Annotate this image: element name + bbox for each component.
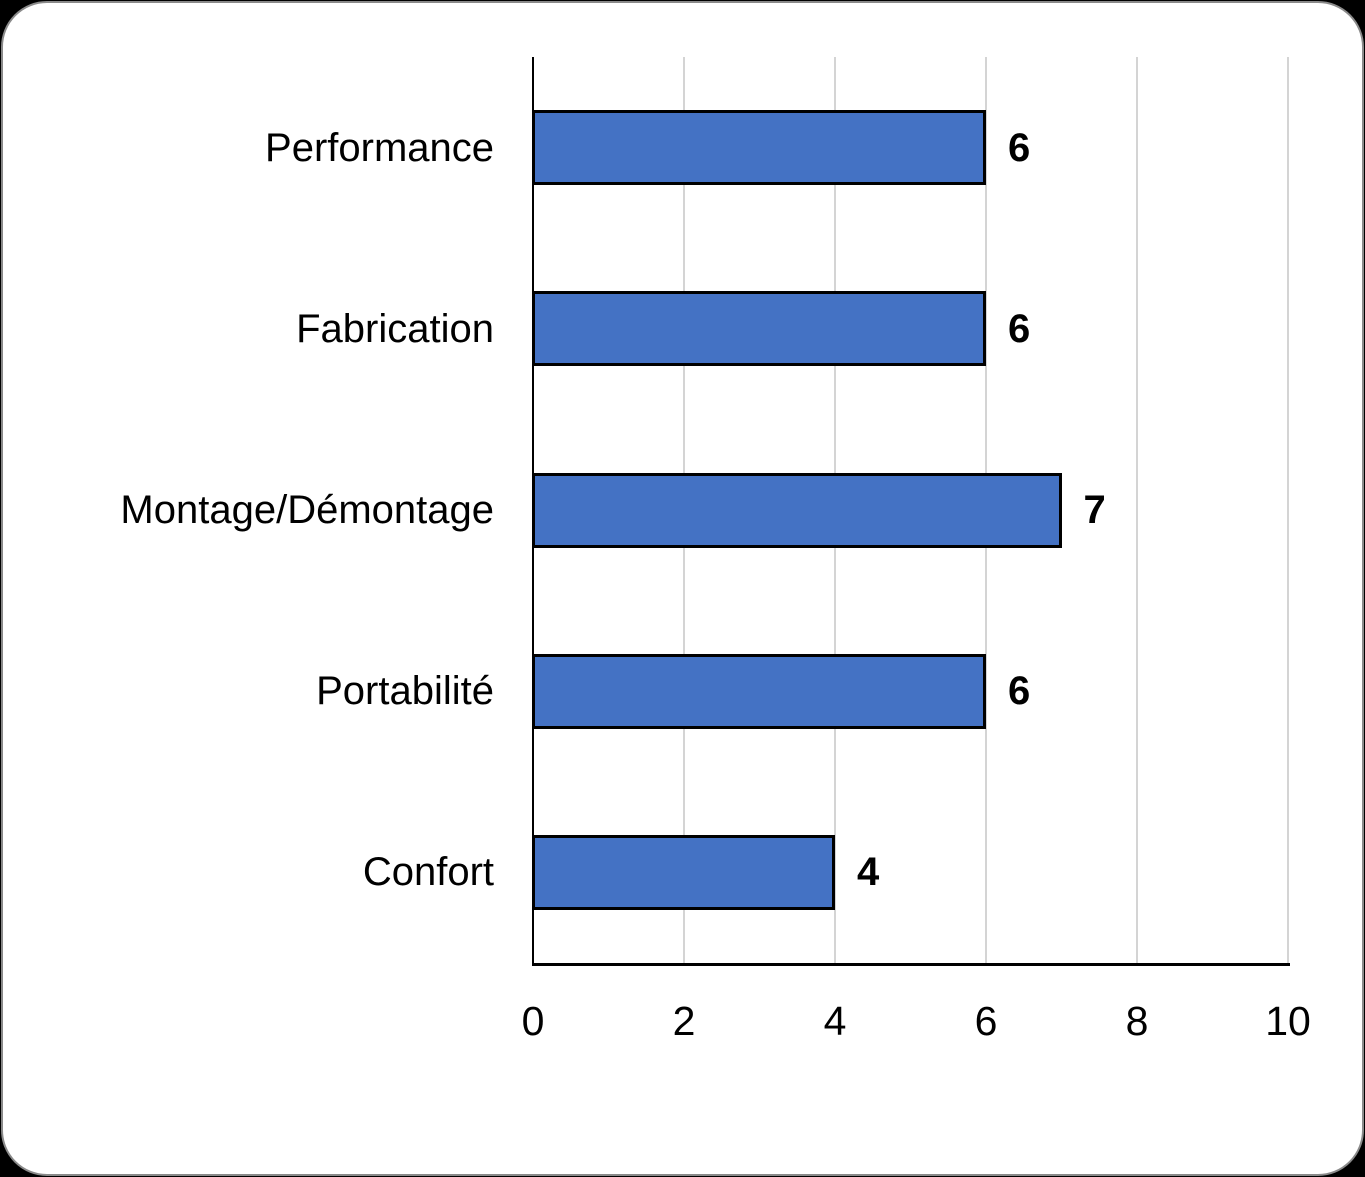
bar-montage-d-montage bbox=[532, 472, 1062, 548]
data-label: 6 bbox=[1008, 306, 1031, 351]
x-tick-label-0: 0 bbox=[521, 998, 545, 1044]
bar-portabilit- bbox=[532, 653, 986, 729]
category-label: Confort bbox=[362, 850, 494, 895]
category-label: Portabilité bbox=[316, 669, 494, 714]
x-tick-label-4: 4 bbox=[823, 998, 847, 1044]
x-tick-label-6: 6 bbox=[974, 998, 998, 1044]
data-label: 6 bbox=[1008, 669, 1031, 714]
x-tick-label-8: 8 bbox=[1125, 998, 1149, 1044]
gridline-10 bbox=[1287, 57, 1289, 963]
gridline-8 bbox=[1136, 57, 1138, 963]
x-tick-label-10: 10 bbox=[1265, 998, 1311, 1044]
data-label: 7 bbox=[1083, 488, 1106, 532]
category-label: Performance bbox=[265, 125, 494, 170]
category-label: Fabrication bbox=[296, 306, 494, 351]
x-tick-label-2: 2 bbox=[672, 998, 696, 1044]
category-label: Montage/Démontage bbox=[120, 488, 494, 532]
bar-confort bbox=[532, 834, 835, 910]
bar-fabrication bbox=[532, 291, 986, 367]
data-label: 6 bbox=[1008, 125, 1031, 170]
bar-performance bbox=[532, 110, 986, 186]
data-label: 4 bbox=[857, 850, 880, 895]
x-axis-line bbox=[532, 963, 1290, 966]
